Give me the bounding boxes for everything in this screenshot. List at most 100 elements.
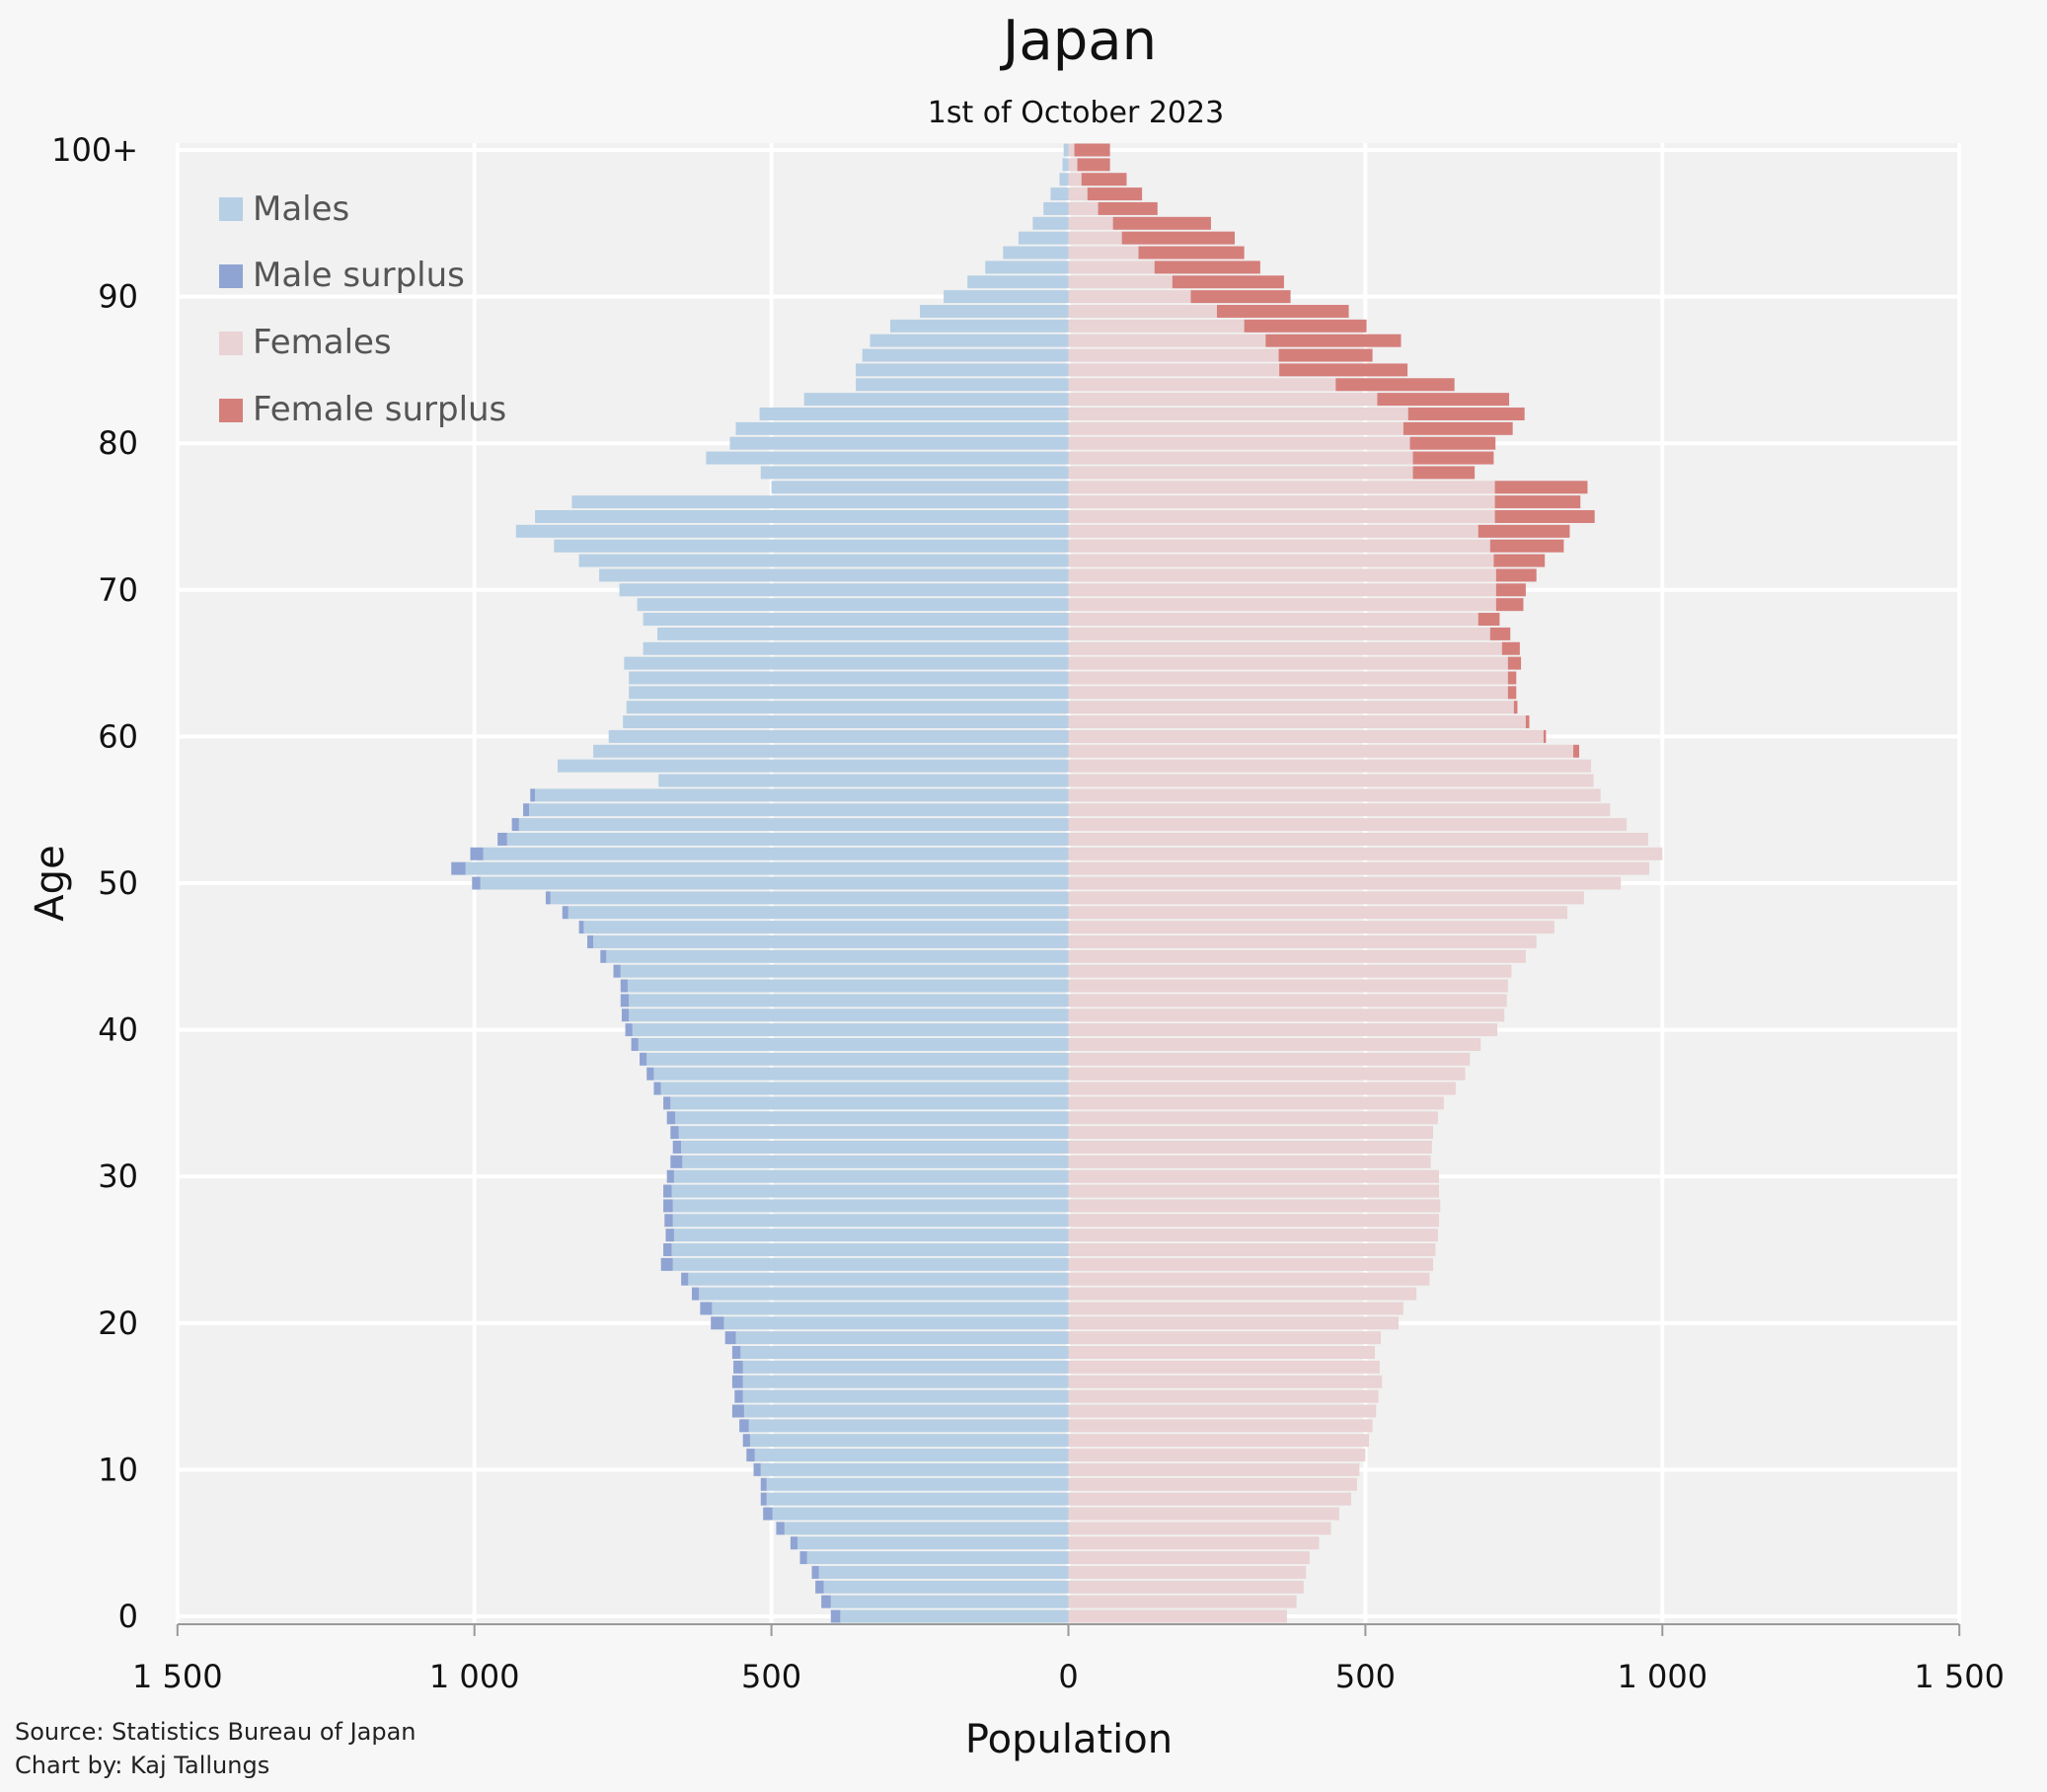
bar-males [784,1522,1069,1535]
bar-females [1068,1565,1307,1579]
bar-females [1068,1389,1379,1403]
legend-label-females: Females [253,323,392,362]
bar-female-surplus [1507,656,1522,670]
bar-females [1068,1522,1331,1535]
bar-females [1068,334,1266,347]
bar-males [856,378,1069,392]
bar-female-surplus [1495,568,1537,582]
x-axis-title: Population [965,1717,1173,1762]
bar-females [1068,598,1496,612]
bar-females [1068,964,1512,978]
bar-females [1068,701,1514,714]
bar-male-surplus [600,949,607,963]
bar-females [1068,979,1508,993]
bar-female-surplus [1493,554,1546,567]
bar-females [1068,1243,1436,1256]
bar-males [619,583,1069,597]
bar-males [803,393,1069,407]
bar-female-surplus [1494,495,1581,509]
bar-male-surplus [790,1536,798,1550]
bar-males [771,481,1069,494]
bar-females [1068,1023,1497,1037]
bar-female-surplus [1216,304,1349,318]
legend-swatch-male-surplus [219,264,243,288]
bar-male-surplus [587,934,594,948]
bar-females [1068,1609,1287,1623]
bar-females [1068,686,1508,700]
bar-male-surplus [620,994,630,1008]
y-tick-label: 50 [98,864,138,902]
bar-female-surplus [1412,466,1476,480]
bar-male-surplus [760,1477,767,1491]
bar-females [1068,143,1075,157]
bar-males [515,524,1069,538]
bar-males [766,1492,1069,1506]
bar-male-surplus [663,1096,671,1110]
bar-males [672,1214,1069,1228]
bar-female-surplus [1407,407,1525,420]
bar-males [740,1346,1069,1360]
bar-males [729,436,1069,450]
bar-females [1068,1126,1434,1140]
bar-female-surplus [1489,627,1511,640]
bar-male-surplus [763,1507,773,1521]
bar-males [920,304,1069,318]
bar-females [1068,407,1408,420]
bar-females [1068,759,1592,773]
legend-label-male-surplus: Male surplus [253,256,465,295]
bar-male-surplus [523,803,530,817]
bar-males [754,1449,1069,1462]
y-tick-label: 30 [98,1157,138,1195]
bar-males [672,1257,1069,1271]
bar-males [742,1360,1069,1374]
bar-males [870,334,1069,347]
bar-female-surplus [1573,744,1580,758]
bar-males [856,363,1069,377]
x-tick-label: 1 500 [1914,1658,2005,1695]
bar-males [593,744,1069,758]
bar-females [1068,876,1622,890]
bar-females [1068,568,1496,582]
bar-males [643,613,1069,627]
bar-males [480,876,1069,890]
legend-label-males: Males [253,189,349,229]
bar-females [1068,319,1245,333]
bar-females [1068,187,1088,201]
bar-males [818,1565,1069,1579]
bar-female-surplus [1279,363,1408,377]
bar-female-surplus [1513,701,1518,714]
bar-males [557,759,1069,773]
bar-females [1068,861,1650,875]
y-tick-label: 10 [98,1451,138,1488]
bar-males [529,803,1069,817]
bar-males [1063,143,1069,157]
bar-females [1068,158,1078,172]
legend-swatch-female-surplus [219,399,243,422]
y-axis-title: Age [28,845,73,921]
bar-males [712,1302,1069,1315]
bar-female-surplus [1087,187,1143,201]
bar-females [1068,510,1495,523]
bar-males [673,1169,1069,1183]
bar-females [1068,803,1611,817]
y-tick-label: 20 [98,1305,138,1342]
bar-females [1068,173,1082,187]
bar-male-surplus [545,891,551,905]
bar-males [889,319,1069,333]
bar-male-surplus [562,906,569,920]
bar-females [1068,1302,1403,1315]
bar-females [1068,1449,1366,1462]
bar-males [735,1331,1069,1345]
bar-males [699,1287,1069,1301]
bar-females [1068,906,1568,920]
bar-females [1068,627,1490,640]
bar-females [1068,290,1191,304]
bar-males [706,451,1069,465]
x-tick-label: 0 [1058,1658,1078,1695]
bar-male-surplus [472,876,481,890]
bar-female-surplus [1190,290,1291,304]
bar-male-surplus [653,1082,661,1095]
bar-female-surplus [1507,686,1517,700]
bar-male-surplus [830,1609,841,1623]
bar-males [823,1580,1069,1594]
